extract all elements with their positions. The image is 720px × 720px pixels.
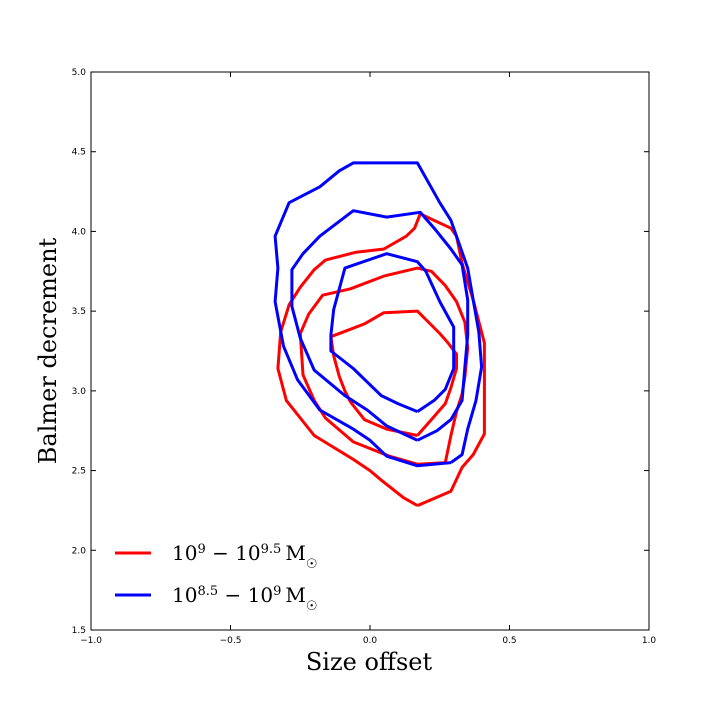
axis-ticks: −1.0 −0.5 0.0 0.5 1.0 1.5 2.0 2.5 3.0 3.5 4.0 4.5 5.… — [72, 68, 657, 646]
x-axis-label: Size offset — [306, 648, 433, 676]
contour-series-1-level-0 — [273, 161, 484, 468]
legend-label-0: 109 − 109.5 M☉ — [172, 541, 317, 572]
legend-mid-1: − 10 — [218, 583, 273, 607]
y-tick-label: 3.5 — [72, 307, 86, 317]
legend-sup1-0: 9 — [197, 542, 205, 557]
y-tick-label: 1.5 — [72, 626, 86, 636]
x-tick-label: 0.5 — [502, 636, 516, 646]
contour-lines — [273, 161, 486, 507]
y-tick-label: 5.0 — [72, 68, 87, 78]
x-tick-label: −0.5 — [220, 636, 242, 646]
contour-series-1-level-1 — [290, 209, 470, 442]
legend-label-1: 108.5 − 109 M☉ — [172, 583, 317, 614]
contour-series-0-level-2 — [329, 309, 458, 437]
legend-mid-0: − 10 — [206, 541, 261, 565]
x-tick-label: −1.0 — [80, 636, 102, 646]
contour-series-0-level-0 — [276, 212, 486, 507]
x-tick-label: 1.0 — [642, 636, 657, 646]
y-tick-label: 2.0 — [72, 546, 87, 556]
x-tick-label: 0.0 — [363, 636, 378, 646]
legend: 109 − 109.5 M☉108.5 − 109 M☉ — [115, 541, 317, 614]
legend-sun-0: ☉ — [306, 557, 318, 572]
y-tick-label: 4.5 — [72, 148, 86, 158]
legend-sup2-1: 9 — [273, 584, 281, 599]
legend-unit-0: M — [285, 541, 305, 565]
y-tick-label: 2.5 — [72, 467, 86, 477]
y-tick-label: 3.0 — [72, 387, 87, 397]
y-axis-label: Balmer decrement — [34, 237, 62, 464]
y-tick-label: 4.0 — [72, 227, 87, 237]
legend-unit-1: M — [285, 583, 305, 607]
legend-base-1: 10 — [172, 583, 197, 607]
legend-sup2-0: 9.5 — [261, 542, 282, 557]
legend-base-0: 10 — [172, 541, 197, 565]
contour-series-1-level-2 — [329, 252, 456, 413]
legend-sun-1: ☉ — [306, 599, 318, 614]
contour-series-0-level-1 — [298, 266, 470, 466]
legend-sup1-1: 8.5 — [197, 584, 218, 599]
